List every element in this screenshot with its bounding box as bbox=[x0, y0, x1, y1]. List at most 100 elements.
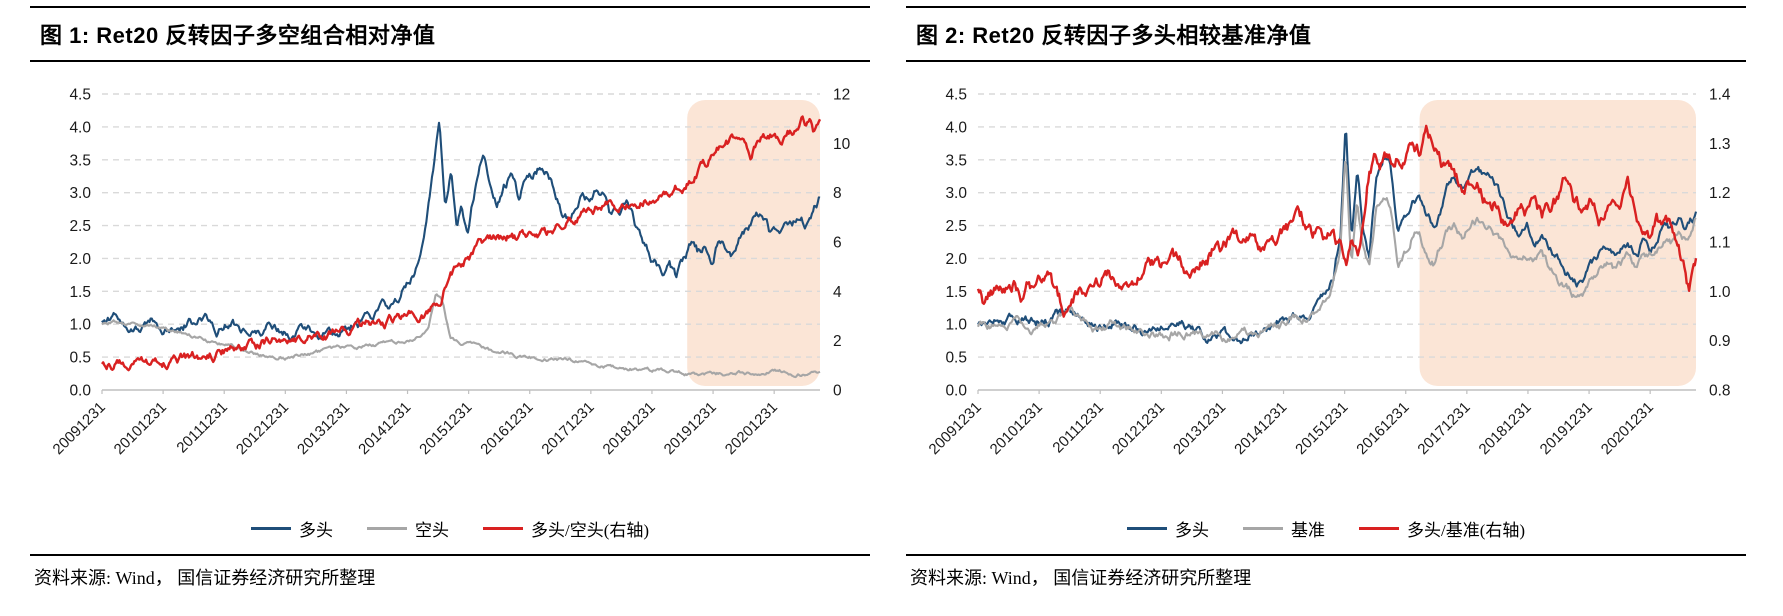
svg-text:1.0: 1.0 bbox=[1709, 284, 1731, 301]
figure-2-source: 资料来源: Wind， 国信证券经济研究所整理 bbox=[906, 554, 1746, 590]
svg-text:0.0: 0.0 bbox=[945, 383, 967, 400]
series-line-基准 bbox=[977, 160, 1697, 344]
svg-text:20201231: 20201231 bbox=[722, 399, 781, 458]
legend-line-swatch bbox=[1126, 526, 1167, 530]
series-line-空头 bbox=[101, 293, 821, 379]
svg-text:0.5: 0.5 bbox=[945, 350, 967, 367]
svg-text:20151231: 20151231 bbox=[416, 399, 475, 458]
legend-item: 多头 bbox=[1126, 516, 1209, 541]
svg-text:10: 10 bbox=[833, 136, 851, 153]
svg-text:12: 12 bbox=[833, 87, 850, 104]
legend-label: 空头 bbox=[414, 520, 449, 540]
svg-text:3.0: 3.0 bbox=[69, 185, 91, 202]
svg-text:1.1: 1.1 bbox=[1709, 235, 1731, 252]
svg-text:20101231: 20101231 bbox=[987, 399, 1046, 458]
svg-text:0.9: 0.9 bbox=[1709, 333, 1731, 350]
svg-text:20181231: 20181231 bbox=[600, 399, 659, 458]
x-axis-labels: 20091231 20101231 20111231 20121231 20131231… bbox=[50, 390, 781, 458]
legend-item: 基准 bbox=[1242, 516, 1325, 541]
svg-text:20141231: 20141231 bbox=[1231, 399, 1290, 458]
legend-label: 多头 bbox=[1174, 520, 1209, 540]
legend-label: 多头/基准(右轴) bbox=[1406, 520, 1526, 540]
svg-text:20171231: 20171231 bbox=[1414, 399, 1473, 458]
legend-label: 多头/空头(右轴) bbox=[530, 520, 650, 540]
svg-text:4: 4 bbox=[833, 284, 842, 301]
svg-text:20121231: 20121231 bbox=[1109, 399, 1168, 458]
legend-line-swatch bbox=[1358, 526, 1399, 530]
svg-text:0.5: 0.5 bbox=[69, 350, 91, 367]
series-line-多头/空头(右轴) bbox=[101, 115, 822, 372]
svg-text:20191231: 20191231 bbox=[661, 399, 720, 458]
figure-2-panel: 图 2: Ret20 反转因子多头相较基准净值 0.0 0.5 1.0 1.5 2.0 2… bbox=[906, 6, 1746, 590]
svg-text:20131231: 20131231 bbox=[294, 399, 353, 458]
svg-text:20111231: 20111231 bbox=[1049, 399, 1107, 457]
svg-text:4.5: 4.5 bbox=[69, 87, 91, 104]
legend-item: 多头/基准(右轴) bbox=[1358, 516, 1526, 541]
legend-line-swatch bbox=[482, 526, 523, 530]
svg-text:2.5: 2.5 bbox=[945, 218, 967, 235]
figure-1-title: 图 1: Ret20 反转因子多空组合相对净值 bbox=[30, 6, 870, 62]
right-axis-labels: 0 2 4 6 8 10 12 bbox=[833, 87, 851, 400]
svg-text:0: 0 bbox=[833, 383, 842, 400]
svg-text:1.5: 1.5 bbox=[945, 284, 967, 301]
svg-text:8: 8 bbox=[833, 185, 842, 202]
gridlines bbox=[978, 93, 1696, 358]
svg-text:1.0: 1.0 bbox=[69, 317, 91, 334]
right-axis-labels: 0.8 0.9 1.0 1.1 1.2 1.3 1.4 bbox=[1709, 87, 1731, 400]
figures-row: 图 1: Ret20 反转因子多空组合相对净值 0.0 0.5 1.0 1.5 2.0 2… bbox=[30, 6, 1746, 590]
svg-text:1.5: 1.5 bbox=[69, 284, 91, 301]
svg-text:20171231: 20171231 bbox=[538, 399, 597, 458]
svg-text:3.5: 3.5 bbox=[69, 152, 91, 169]
svg-text:2.0: 2.0 bbox=[69, 251, 91, 268]
svg-text:4.5: 4.5 bbox=[945, 87, 967, 104]
series-line-多头 bbox=[101, 121, 821, 342]
svg-text:20141231: 20141231 bbox=[355, 399, 414, 458]
legend-item: 空头 bbox=[366, 516, 449, 541]
svg-text:1.2: 1.2 bbox=[1709, 185, 1731, 202]
svg-text:6: 6 bbox=[833, 235, 842, 252]
svg-text:20151231: 20151231 bbox=[1292, 399, 1351, 458]
figure-1-source: 资料来源: Wind， 国信证券经济研究所整理 bbox=[30, 554, 870, 590]
svg-text:3.5: 3.5 bbox=[945, 152, 967, 169]
svg-text:20121231: 20121231 bbox=[233, 399, 292, 458]
svg-text:20181231: 20181231 bbox=[1476, 399, 1535, 458]
legend-line-swatch bbox=[1242, 526, 1283, 530]
figure-2-legend: 多头 基准 多头/基准(右轴) bbox=[906, 516, 1746, 541]
svg-text:0.8: 0.8 bbox=[1709, 383, 1731, 400]
x-axis-labels: 20091231 20101231 20111231 20121231 20131231… bbox=[926, 390, 1657, 458]
svg-text:20191231: 20191231 bbox=[1537, 399, 1596, 458]
legend-line-swatch bbox=[366, 526, 407, 530]
svg-text:20101231: 20101231 bbox=[111, 399, 170, 458]
svg-text:4.0: 4.0 bbox=[69, 119, 91, 136]
svg-text:20161231: 20161231 bbox=[477, 399, 536, 458]
legend-label: 基准 bbox=[1290, 520, 1325, 540]
svg-text:20201231: 20201231 bbox=[1598, 399, 1657, 458]
series-line-多头/基准(右轴) bbox=[976, 124, 1698, 318]
figure-2-chart: 0.0 0.5 1.0 1.5 2.0 2.5 3.0 3.5 4.0 4.5 0.8 0.9 1.0 1… bbox=[926, 87, 1731, 459]
figure-1-legend: 多头 空头 多头/空头(右轴) bbox=[30, 516, 870, 541]
legend-item: 多头/空头(右轴) bbox=[482, 516, 650, 541]
svg-text:0.0: 0.0 bbox=[69, 383, 91, 400]
gridlines bbox=[102, 93, 820, 358]
highlight-region bbox=[687, 100, 820, 386]
svg-text:3.0: 3.0 bbox=[945, 185, 967, 202]
left-axis-labels: 0.0 0.5 1.0 1.5 2.0 2.5 3.0 3.5 4.0 4.5 bbox=[69, 87, 91, 400]
svg-text:1.3: 1.3 bbox=[1709, 136, 1731, 153]
svg-text:2.0: 2.0 bbox=[945, 251, 967, 268]
figure-2-title: 图 2: Ret20 反转因子多头相较基准净值 bbox=[906, 6, 1746, 62]
svg-text:20091231: 20091231 bbox=[50, 399, 109, 458]
left-axis-labels: 0.0 0.5 1.0 1.5 2.0 2.5 3.0 3.5 4.0 4.5 bbox=[945, 87, 967, 400]
svg-text:20161231: 20161231 bbox=[1353, 399, 1412, 458]
svg-text:20111231: 20111231 bbox=[173, 399, 231, 457]
legend-label: 多头 bbox=[298, 520, 333, 540]
figure-1-panel: 图 1: Ret20 反转因子多空组合相对净值 0.0 0.5 1.0 1.5 2.0 2… bbox=[30, 6, 870, 590]
legend-item: 多头 bbox=[250, 516, 333, 541]
highlight-region bbox=[1419, 100, 1696, 386]
svg-text:2: 2 bbox=[833, 333, 842, 350]
legend-line-swatch bbox=[250, 526, 291, 530]
svg-text:1.0: 1.0 bbox=[945, 317, 967, 334]
svg-text:4.0: 4.0 bbox=[945, 119, 967, 136]
figure-1-chart: 0.0 0.5 1.0 1.5 2.0 2.5 3.0 3.5 4.0 4.5 0 2 4 6 8 10 12 2… bbox=[50, 87, 851, 459]
svg-text:2.5: 2.5 bbox=[69, 218, 91, 235]
svg-text:20091231: 20091231 bbox=[926, 399, 985, 458]
